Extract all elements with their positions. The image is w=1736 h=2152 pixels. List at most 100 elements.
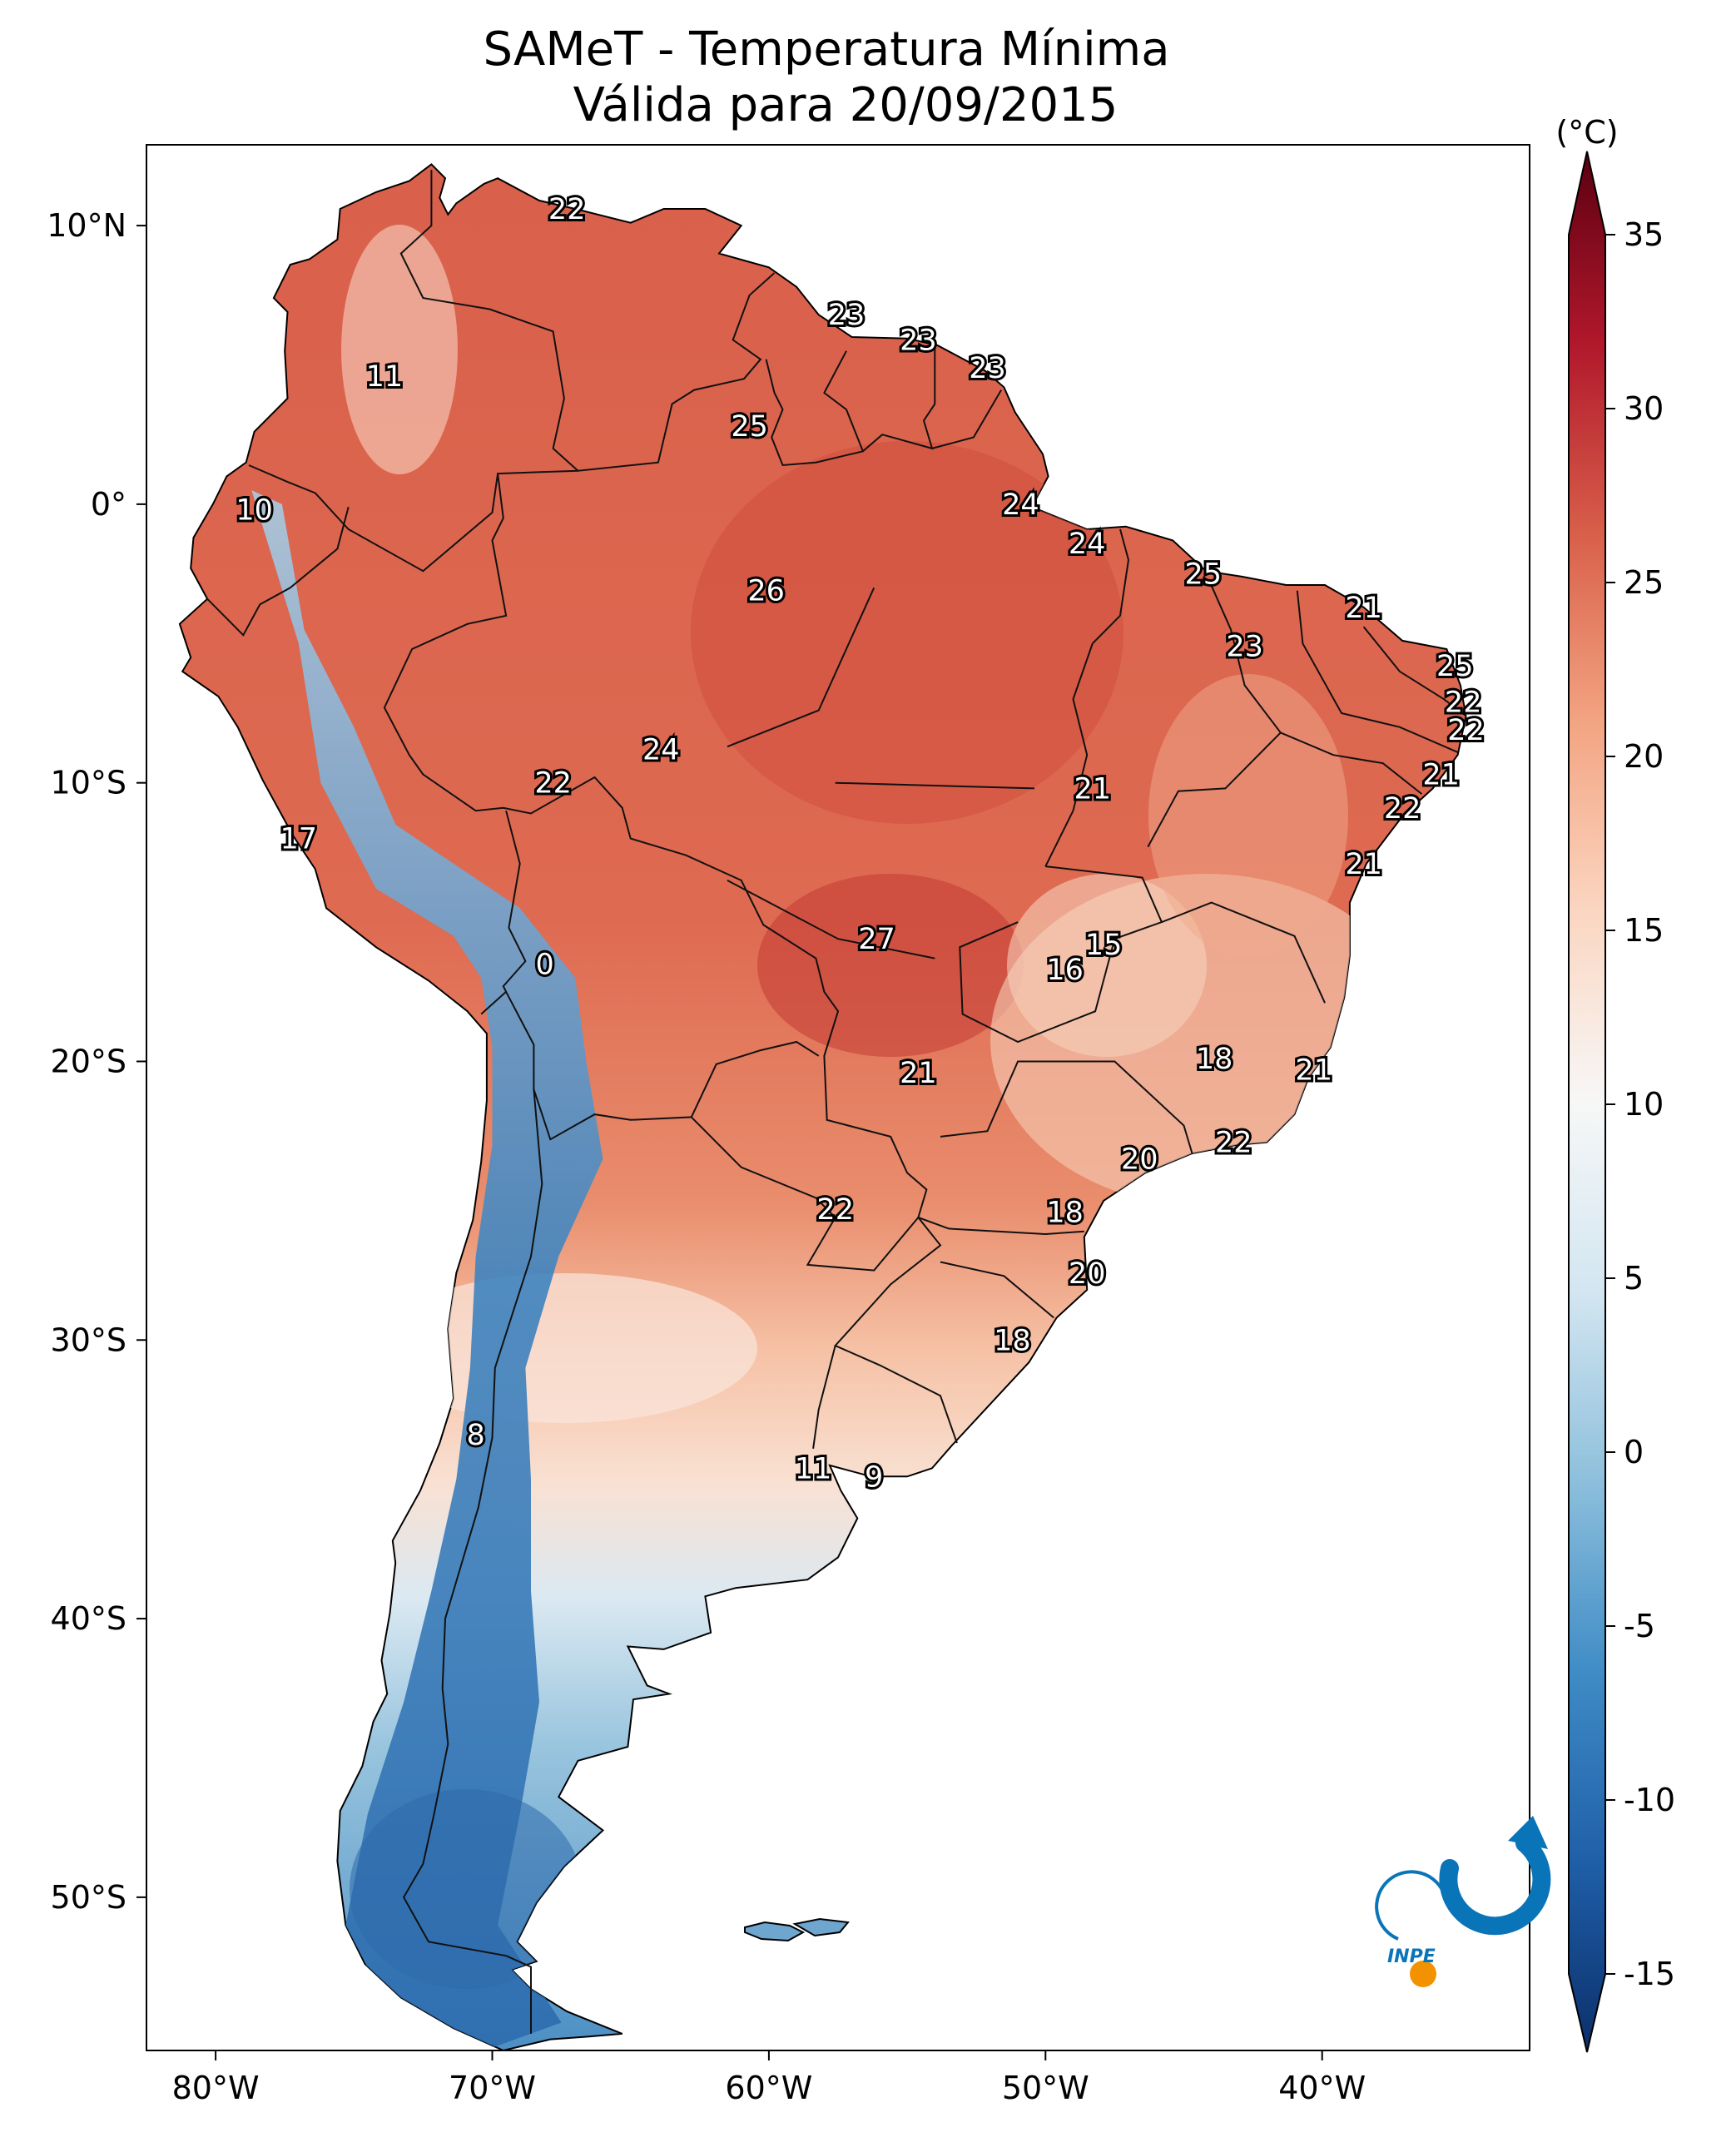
city-value-label: 10 — [236, 494, 273, 528]
city-value-label: 21 — [1074, 772, 1112, 806]
border-line — [1044, 528, 1130, 867]
city-value-label: 21 — [1345, 592, 1382, 625]
city-value-label: 22 — [816, 1193, 854, 1227]
lon-tick-label: 70°W — [449, 2070, 536, 2106]
lon-tick-label: 50°W — [1002, 2070, 1089, 2106]
lat-tick-label: 0° — [91, 486, 126, 523]
city-value-label: 24 — [1069, 528, 1106, 561]
city-value-label: 15 — [1085, 929, 1123, 962]
border-line — [691, 1116, 920, 1272]
border-line — [765, 350, 865, 467]
border-line — [940, 1060, 1193, 1154]
falkland-islands — [744, 1917, 850, 1942]
city-value-label: 24 — [1002, 488, 1039, 522]
country-borders — [206, 170, 1467, 2034]
border-line — [402, 1088, 543, 2034]
colorbar-tick-label: 5 — [1624, 1260, 1644, 1297]
inpe-logo: INPE — [1375, 1816, 1551, 1987]
city-value-label: 20 — [1069, 1257, 1106, 1291]
border-line — [505, 991, 820, 1141]
city-value-label: 11 — [366, 360, 404, 394]
city-value-label: 25 — [1436, 650, 1474, 683]
city-value-label: 22 — [1445, 687, 1482, 720]
lon-tick-label: 80°W — [172, 2070, 260, 2106]
city-value-label: 23 — [1226, 631, 1263, 664]
lat-tick-label: 20°S — [51, 1043, 126, 1079]
border-line — [727, 880, 935, 959]
colorbar-tick-label: 0 — [1624, 1434, 1644, 1470]
border-line — [959, 865, 1163, 1044]
border-line — [918, 1217, 1084, 1236]
city-value-label: 8 — [466, 1419, 484, 1452]
city-value-label: 21 — [1345, 848, 1382, 881]
city-value-label: 22 — [548, 193, 586, 226]
city-value-label: 22 — [1447, 714, 1485, 747]
logo-arc-icon — [1439, 1834, 1551, 1936]
logo-dot-icon — [1410, 1961, 1436, 1987]
colorbar-tick-label: 35 — [1624, 216, 1664, 253]
city-value-label: 22 — [534, 767, 572, 801]
map-subtitle: Válida para 20/09/2015 — [573, 78, 1118, 132]
colorbar-tick-label: -5 — [1624, 1608, 1655, 1644]
border-line — [1280, 731, 1423, 795]
city-value-label: 25 — [731, 410, 768, 444]
border-line — [1362, 626, 1467, 717]
city-value-label: 20 — [1121, 1143, 1158, 1177]
colorbar-tick-label: -10 — [1624, 1782, 1675, 1818]
lat-tick-label: 10°S — [51, 765, 126, 801]
city-value-label: 0 — [536, 948, 554, 981]
lon-tick-label: 40°W — [1278, 2070, 1366, 2106]
colorbar-tick-label: 15 — [1624, 912, 1664, 949]
logo-arrow-icon — [1508, 1816, 1548, 1849]
land-temperature-field — [178, 163, 1467, 2052]
border-line — [248, 464, 578, 573]
city-value-label: 16 — [1046, 954, 1084, 987]
lat-tick-label: 40°S — [51, 1600, 126, 1637]
city-value-label: 18 — [994, 1324, 1031, 1357]
colorbar-tick-label: 20 — [1624, 738, 1664, 775]
border-line — [862, 345, 936, 453]
border-line — [940, 1261, 1054, 1319]
colorbar-tick-label: 25 — [1624, 564, 1664, 601]
latitude-axis: 10°N 0° 10°S 20°S 30°S 40°S 50°S — [47, 207, 146, 1916]
map-title: SAMeT - Temperatura Mínima — [483, 22, 1169, 77]
lat-tick-label: 50°S — [51, 1879, 126, 1916]
city-value-label: 21 — [900, 1057, 937, 1090]
city-value-label: 24 — [642, 734, 680, 767]
lat-tick-label: 30°S — [51, 1321, 126, 1358]
colorbar-tick-label: 10 — [1624, 1086, 1664, 1123]
lon-tick-label: 60°W — [725, 2070, 812, 2106]
city-value-label: 17 — [280, 823, 318, 856]
border-line — [1161, 901, 1326, 1004]
colorbar-tick-label: -15 — [1624, 1956, 1675, 1992]
colorbar-ticks: 35 30 25 20 15 10 5 0 -5 -10 -15 — [1605, 216, 1675, 1992]
border-line — [383, 473, 958, 1444]
city-value-label: 11 — [795, 1452, 832, 1485]
logo-text: INPE — [1387, 1946, 1436, 1967]
border-line — [206, 506, 350, 637]
border-line — [835, 781, 1035, 790]
city-value-label: 23 — [969, 352, 1006, 385]
city-value-label: 26 — [747, 575, 785, 608]
city-value-label: 22 — [1384, 792, 1421, 826]
city-value-label: 22 — [1215, 1127, 1252, 1160]
city-value-label: 9 — [865, 1460, 883, 1494]
border-line — [931, 389, 1002, 449]
colorbar-scale — [1568, 151, 1606, 2053]
city-value-label: 23 — [900, 324, 937, 357]
colorbar: (°C) 35 30 25 20 15 10 5 0 -5 -10 -15 — [1555, 114, 1675, 2053]
border-line — [1296, 590, 1458, 753]
city-value-label: 25 — [1185, 558, 1223, 592]
lat-tick-label: 10°N — [47, 207, 126, 244]
logo-orbit-icon — [1375, 1870, 1446, 1941]
border-line — [727, 587, 875, 748]
city-value-label: 21 — [1295, 1054, 1332, 1088]
city-value-label: 18 — [1046, 1196, 1084, 1229]
longitude-axis: 80°W 70°W 60°W 50°W 40°W — [172, 2050, 1366, 2106]
border-line — [812, 1345, 836, 1449]
colorbar-unit: (°C) — [1555, 114, 1618, 151]
city-value-label: 21 — [1422, 759, 1460, 792]
city-value-label: 23 — [828, 299, 866, 332]
